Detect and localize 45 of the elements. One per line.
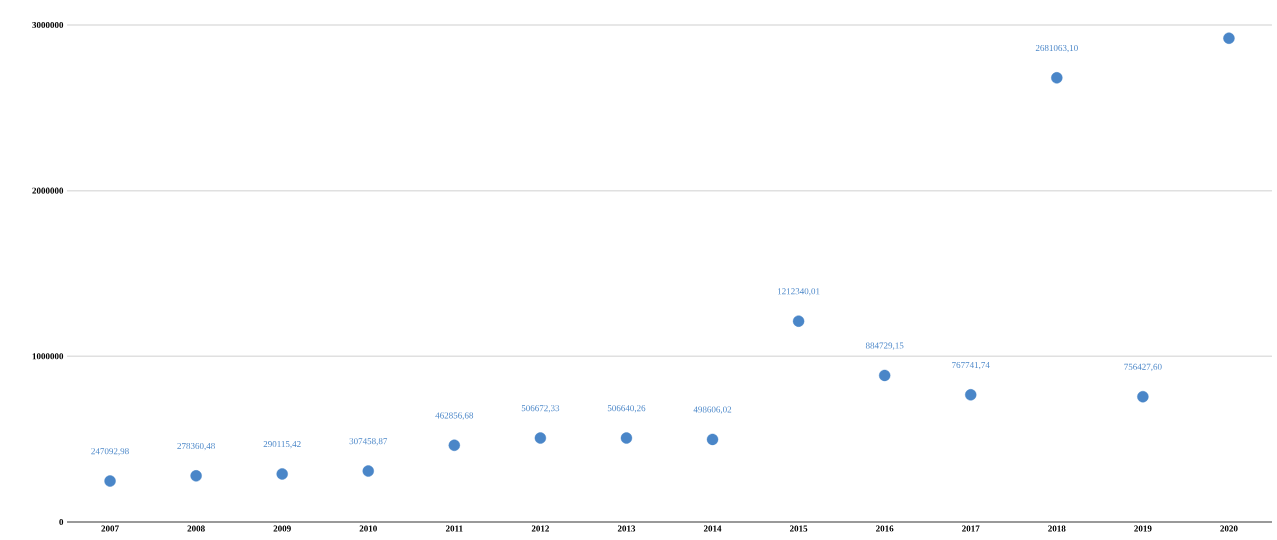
x-tick-label: 2019 — [1134, 525, 1152, 532]
x-tick-label: 2016 — [876, 525, 894, 532]
point — [878, 369, 891, 382]
x-tick-label: 2007 — [101, 525, 119, 532]
point — [1223, 32, 1235, 44]
x-tick-label: 2009 — [273, 525, 291, 532]
point — [1051, 72, 1063, 84]
point — [1137, 390, 1149, 403]
x-tick-label: 2010 — [359, 525, 377, 532]
data-label: 767741,74 — [952, 361, 990, 370]
x-tick-label: 2008 — [187, 525, 205, 532]
point — [362, 465, 374, 477]
x-tick-label: 2020 — [1220, 525, 1238, 532]
point — [965, 389, 977, 401]
x-tick-label: 2018 — [1048, 525, 1066, 532]
data-label: 290115,42 — [263, 441, 301, 449]
x-tick-label: 2014 — [703, 525, 722, 532]
data-label: 884729,15 — [865, 342, 904, 350]
point — [448, 439, 461, 452]
y-tick-label: 2000000 — [32, 187, 64, 194]
point — [104, 475, 116, 487]
x-tick-label: 2017 — [962, 525, 980, 532]
x-tick-label: 2013 — [617, 525, 636, 532]
x-tick-label: 2015 — [789, 525, 808, 532]
y-tick-label: 0 — [59, 518, 64, 526]
point — [792, 315, 805, 327]
data-label: 506672,33 — [521, 405, 560, 413]
data-label: 307458,87 — [349, 438, 388, 446]
data-label: 278360,48 — [177, 442, 215, 451]
data-label: 756427,60 — [1124, 363, 1162, 372]
y-tick-label: 3000000 — [32, 21, 64, 29]
data-label: 2681063,10 — [1035, 44, 1078, 53]
point — [190, 470, 202, 482]
data-label: 1212340,01 — [778, 288, 820, 296]
data-label: 498606,02 — [693, 406, 732, 414]
x-tick-label: 2011 — [445, 525, 463, 532]
point — [706, 433, 719, 446]
data-label: 462856,68 — [435, 412, 474, 420]
y-tick-label: 1000000 — [32, 353, 64, 360]
point — [276, 468, 288, 480]
point — [620, 432, 633, 444]
x-tick-label: 2012 — [531, 525, 549, 532]
data-label: 506640,26 — [607, 405, 646, 413]
point — [534, 432, 547, 444]
data-label: 247092,98 — [91, 448, 129, 456]
